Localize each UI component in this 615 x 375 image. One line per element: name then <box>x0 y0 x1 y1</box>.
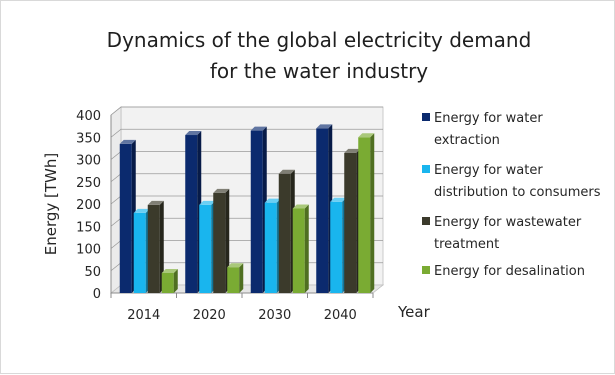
bar-front <box>227 267 240 293</box>
legend-swatch <box>422 165 430 173</box>
x-axis-label: Year <box>397 303 431 321</box>
bars <box>119 124 375 293</box>
legend-label: Energy for water <box>434 111 543 126</box>
chart-title: Dynamics of the global electricity deman… <box>107 28 532 83</box>
bar-side <box>304 204 309 293</box>
x-tick-label: 2030 <box>258 308 291 323</box>
gridline <box>110 106 383 116</box>
bar <box>292 204 309 293</box>
bar <box>330 197 347 293</box>
chart-title-line-1: Dynamics of the global electricity deman… <box>107 28 532 52</box>
bar-front <box>344 152 357 293</box>
y-axis-label: Energy [TWh] <box>42 153 60 256</box>
bar-side <box>370 133 375 293</box>
bar <box>119 139 136 293</box>
bar-side <box>239 263 244 293</box>
bar-front <box>330 201 343 293</box>
bar-side <box>159 200 164 293</box>
y-tick-label: 50 <box>84 265 101 280</box>
bar-front <box>316 128 329 293</box>
bar <box>213 188 230 293</box>
bar-front <box>185 135 198 293</box>
y-tick-label: 100 <box>76 243 101 258</box>
bar-top <box>133 208 150 213</box>
legend-label: Energy for water <box>434 163 543 178</box>
bar-front <box>278 173 291 293</box>
bar-top <box>199 200 216 205</box>
legend-swatch <box>422 113 430 121</box>
bar-side <box>173 268 178 293</box>
legend-label: Energy for desalination <box>434 264 585 279</box>
bar-top <box>292 204 309 209</box>
bar <box>227 263 244 293</box>
y-tick-label: 200 <box>76 198 101 213</box>
legend-swatch <box>422 266 430 274</box>
y-tick-label: 300 <box>76 154 101 169</box>
bar <box>161 268 178 293</box>
bar-front <box>292 208 305 293</box>
y-axis-ticks: 0 50 100 150 200 250 300 350 400 <box>76 109 101 302</box>
bar-top <box>119 139 136 144</box>
bar-top <box>358 133 375 138</box>
bar-front <box>133 212 146 293</box>
bar-front <box>358 137 371 293</box>
legend-item: Energy for water distribution to consumer… <box>422 163 601 200</box>
bar-top <box>147 200 164 205</box>
y-tick-label: 250 <box>76 176 101 191</box>
bar <box>147 200 164 293</box>
x-tick-label: 2014 <box>127 308 160 323</box>
bar <box>344 148 361 293</box>
bar-front <box>250 130 263 293</box>
legend-label: treatment <box>434 237 499 252</box>
legend-swatch <box>422 217 430 225</box>
bar-front <box>213 192 226 293</box>
x-axis-ticks: 2014 2020 2030 2040 <box>110 293 374 323</box>
bar-top <box>213 188 230 193</box>
x-tick-label: 2040 <box>324 308 357 323</box>
bar <box>250 126 267 293</box>
bar-front <box>264 202 277 293</box>
bar <box>133 208 150 293</box>
chart-title-line-2: for the water industry <box>210 59 428 83</box>
x-tick-label: 2020 <box>193 308 226 323</box>
bar <box>185 131 202 293</box>
bar <box>278 169 295 293</box>
bar-top <box>185 131 202 136</box>
bar-top <box>250 126 267 131</box>
legend-label: Energy for wastewater <box>434 215 582 230</box>
y-tick-label: 150 <box>76 220 101 235</box>
bar-top <box>264 198 281 203</box>
y-tick-label: 400 <box>76 109 101 124</box>
legend-label: extraction <box>434 133 500 148</box>
legend-item: Energy for desalination <box>422 264 585 279</box>
bar-front <box>161 272 174 293</box>
legend-item: Energy for water extraction <box>422 111 543 148</box>
bar-front <box>199 204 212 293</box>
gridline <box>110 128 383 138</box>
bar <box>316 124 333 293</box>
bar-top <box>344 148 361 153</box>
bar-top <box>227 263 244 268</box>
legend-label: distribution to consumers <box>434 185 601 200</box>
bar-top <box>278 169 295 174</box>
bar-top <box>316 124 333 129</box>
y-tick-label: 0 <box>93 287 101 302</box>
bar <box>264 198 281 293</box>
legend-item: Energy for wastewater treatment <box>422 215 582 252</box>
bar-top <box>161 268 178 273</box>
bar-top <box>330 197 347 202</box>
bar <box>358 133 375 293</box>
bar-front <box>119 143 132 293</box>
y-tick-label: 350 <box>76 131 101 146</box>
bar <box>199 200 216 293</box>
bar-front <box>147 204 160 293</box>
